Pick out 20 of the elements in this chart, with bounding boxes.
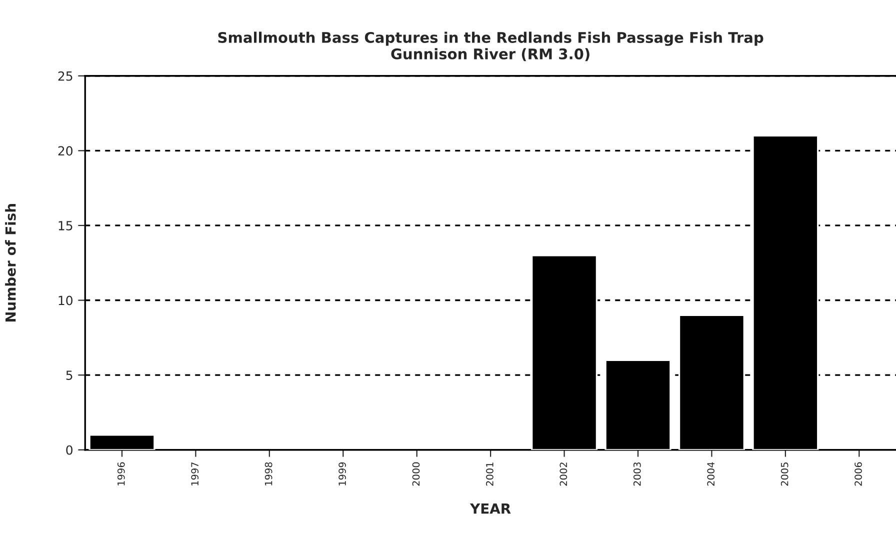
x-tick-label: 1997 <box>191 462 199 486</box>
x-tick-label: 2006 <box>854 462 862 486</box>
x-tick-label: 2001 <box>486 462 494 486</box>
chart-title: Smallmouth Bass Captures in the Redlands Fish Passage Fish Trap Gunnison River (RM 3.0) <box>218 32 764 62</box>
y-tick-label: 5 <box>66 370 72 380</box>
y-tick-label: 0 <box>66 445 72 455</box>
y-tick-label: 15 <box>58 221 72 230</box>
x-tick-label: 1999 <box>338 462 346 486</box>
y-tick-label: 10 <box>58 296 72 306</box>
x-tick-label: 2005 <box>780 462 788 486</box>
y-axis-title: Number of Fish <box>5 204 16 322</box>
x-tick-label: 2000 <box>412 462 420 486</box>
x-tick-label: 1996 <box>117 462 125 486</box>
y-tick-label: 25 <box>58 71 72 81</box>
x-tick-label: 2002 <box>560 462 568 486</box>
x-axis-title: YEAR <box>470 504 511 514</box>
x-tick-label: 2003 <box>633 462 641 486</box>
x-tick-label: 1998 <box>264 462 272 486</box>
y-tick-label: 20 <box>58 146 72 156</box>
x-tick-label: 2004 <box>707 462 715 486</box>
